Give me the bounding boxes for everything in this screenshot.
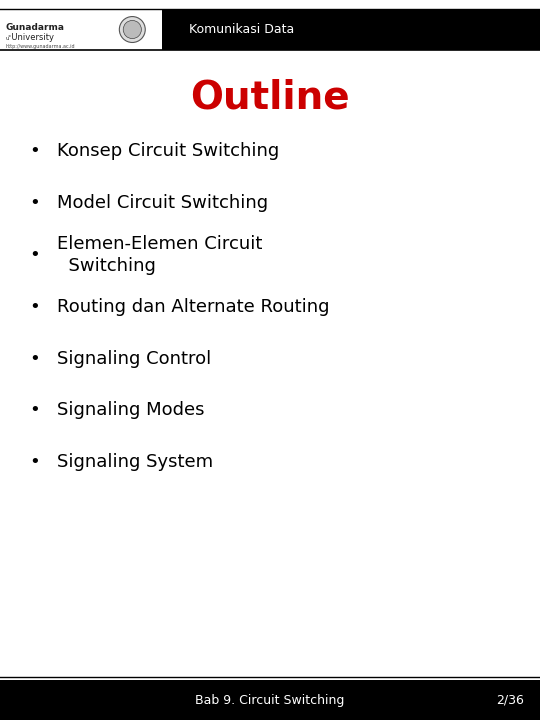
- Text: •: •: [30, 194, 40, 212]
- Text: Signaling Control: Signaling Control: [57, 349, 211, 367]
- Text: •: •: [30, 142, 40, 160]
- Text: Konsep Circuit Switching: Konsep Circuit Switching: [57, 142, 279, 160]
- Ellipse shape: [119, 17, 145, 42]
- Text: •: •: [30, 246, 40, 264]
- Text: Outline: Outline: [190, 78, 350, 116]
- Text: •: •: [30, 454, 40, 471]
- Text: Signaling Modes: Signaling Modes: [57, 401, 204, 419]
- FancyBboxPatch shape: [0, 680, 540, 720]
- Text: Komunikasi Data: Komunikasi Data: [189, 23, 294, 36]
- Text: Bab 9. Circuit Switching: Bab 9. Circuit Switching: [195, 693, 345, 707]
- Text: Gunadarma: Gunadarma: [5, 23, 64, 32]
- Text: Model Circuit Switching: Model Circuit Switching: [57, 194, 268, 212]
- Text: 2/36: 2/36: [496, 693, 524, 707]
- Text: Routing dan Alternate Routing: Routing dan Alternate Routing: [57, 298, 329, 315]
- Text: ᵤᶜUniversity: ᵤᶜUniversity: [5, 33, 55, 42]
- FancyBboxPatch shape: [162, 9, 540, 50]
- Text: •: •: [30, 298, 40, 315]
- Text: •: •: [30, 401, 40, 419]
- Ellipse shape: [123, 20, 141, 39]
- Text: Elemen-Elemen Circuit
  Switching: Elemen-Elemen Circuit Switching: [57, 235, 262, 275]
- Text: •: •: [30, 349, 40, 367]
- Text: Signaling System: Signaling System: [57, 454, 213, 471]
- Text: http://www.gunadarma.ac.id: http://www.gunadarma.ac.id: [5, 44, 75, 49]
